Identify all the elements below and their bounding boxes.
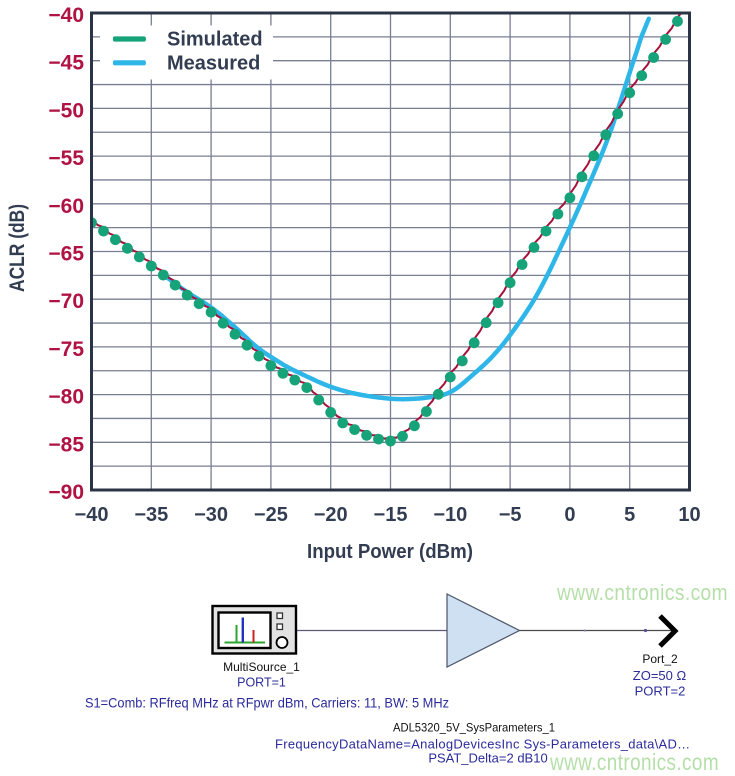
- svg-text:−45: −45: [48, 52, 84, 75]
- svg-text:10: 10: [678, 504, 700, 526]
- svg-text:MultiSource_1: MultiSource_1: [223, 660, 300, 674]
- svg-text:www.cntronics.com: www.cntronics.com: [556, 580, 728, 605]
- svg-text:5: 5: [624, 504, 635, 526]
- svg-text:ZO=50 Ω: ZO=50 Ω: [633, 668, 687, 683]
- svg-text:−40: −40: [48, 4, 84, 27]
- svg-text:−90: −90: [48, 481, 84, 504]
- svg-text:−50: −50: [48, 99, 84, 122]
- svg-text:−35: −35: [134, 504, 168, 526]
- svg-text:−20: −20: [314, 504, 348, 526]
- svg-text:−75: −75: [48, 338, 84, 361]
- svg-text:−55: −55: [48, 147, 84, 170]
- svg-text:−65: −65: [48, 243, 84, 266]
- svg-text:−5: −5: [499, 504, 522, 526]
- svg-text:Input Power (dBm): Input Power (dBm): [307, 541, 473, 563]
- svg-text:−10: −10: [433, 504, 467, 526]
- svg-text:−85: −85: [48, 433, 84, 456]
- svg-text:PORT=1: PORT=1: [237, 676, 286, 690]
- svg-text:−70: −70: [48, 290, 84, 313]
- svg-text:Simulated: Simulated: [167, 29, 263, 51]
- svg-text:PSAT_Delta=2 dB10: PSAT_Delta=2 dB10: [428, 751, 547, 766]
- svg-text:−25: −25: [254, 504, 288, 526]
- svg-text:S1=Comb: RFfreq MHz at RFpwr d: S1=Comb: RFfreq MHz at RFpwr dBm, Carrie…: [85, 695, 449, 711]
- svg-text:0: 0: [564, 504, 575, 526]
- svg-text:Port_2: Port_2: [642, 652, 678, 666]
- svg-text:−40: −40: [75, 504, 109, 526]
- svg-text:ADL5320_5V_SysParameters_1: ADL5320_5V_SysParameters_1: [393, 721, 555, 735]
- svg-text:ACLR (dB): ACLR (dB): [6, 204, 29, 292]
- svg-text:−60: −60: [48, 195, 84, 218]
- svg-text:www.cntronics.com: www.cntronics.com: [549, 749, 719, 775]
- svg-text:PORT=2: PORT=2: [635, 684, 686, 699]
- svg-text:−30: −30: [194, 504, 228, 526]
- svg-text:FrequencyDataName=AnalogDevice: FrequencyDataName=AnalogDevicesInc Sys-P…: [275, 737, 690, 752]
- svg-text:−80: −80: [48, 386, 84, 409]
- svg-text:Measured: Measured: [167, 53, 260, 75]
- svg-text:−15: −15: [374, 504, 408, 526]
